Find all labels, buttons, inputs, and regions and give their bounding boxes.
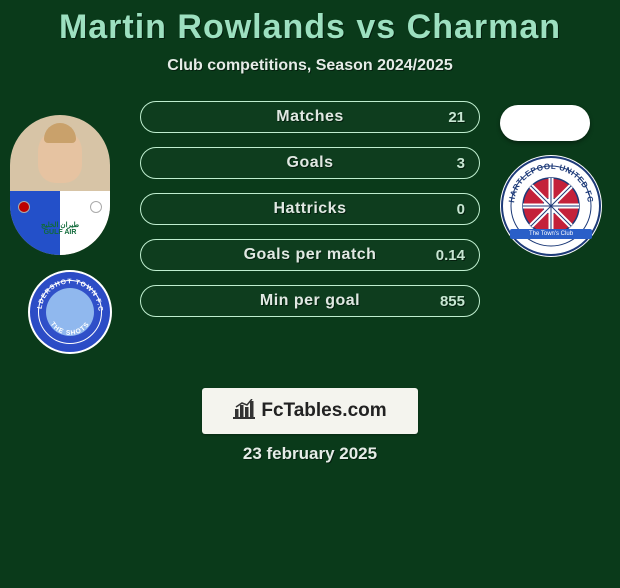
stat-value: 0.14 (436, 247, 465, 264)
stat-row-goals-per-match: Goals per match 0.14 (140, 239, 480, 271)
player-right-photo (500, 105, 590, 141)
stat-row-hattricks: Hattricks 0 (140, 193, 480, 225)
stat-label: Goals (287, 154, 334, 172)
stat-row-min-per-goal: Min per goal 855 (140, 285, 480, 317)
stats-container: Matches 21 Goals 3 Hattricks 0 Goals per… (140, 101, 480, 331)
club-badge-right: HARTLEPOOL UNITED FC The Town's Club (500, 155, 602, 257)
club-badge-left: ALDERSHOT TOWN F.C. THE SHOTS (28, 270, 112, 354)
stat-label: Matches (276, 108, 344, 126)
svg-text:ALDERSHOT TOWN F.C.: ALDERSHOT TOWN F.C. (30, 272, 104, 312)
stat-label: Min per goal (260, 292, 360, 310)
stat-value: 21 (448, 109, 465, 126)
stat-label: Goals per match (244, 246, 377, 264)
stat-label: Hattricks (274, 200, 347, 218)
club-right-motto: The Town's Club (510, 229, 592, 239)
subtitle: Club competitions, Season 2024/2025 (0, 57, 620, 75)
stat-value: 0 (457, 201, 465, 218)
club-left-motto: THE SHOTS (49, 321, 92, 337)
barchart-icon (233, 399, 255, 424)
watermark-badge[interactable]: FcTables.com (202, 388, 418, 434)
svg-text:THE SHOTS: THE SHOTS (49, 321, 92, 337)
player-left-photo: طيران الخليجGULF AIR (10, 115, 110, 255)
date-text: 23 february 2025 (0, 444, 620, 464)
club-left-name: ALDERSHOT TOWN F.C. (30, 272, 104, 312)
stat-value: 3 (457, 155, 465, 172)
stat-value: 855 (440, 293, 465, 310)
page-title: Martin Rowlands vs Charman (0, 8, 620, 47)
watermark-text: FcTables.com (261, 400, 386, 422)
stat-row-goals: Goals 3 (140, 147, 480, 179)
stat-row-matches: Matches 21 (140, 101, 480, 133)
